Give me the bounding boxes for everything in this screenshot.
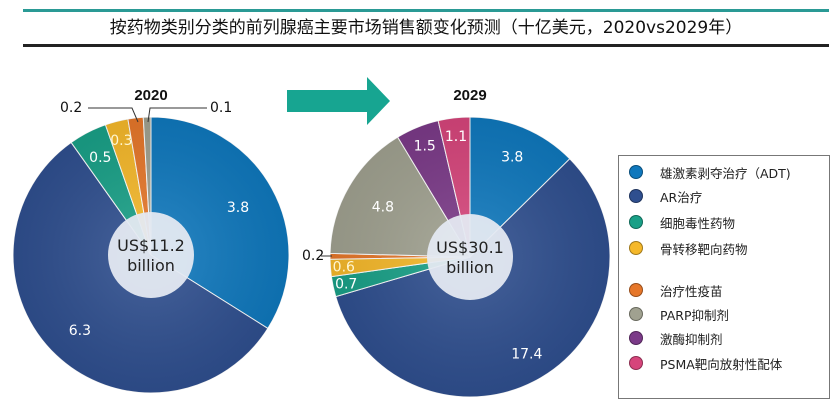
- center-label: billion: [446, 258, 494, 277]
- data-label: 0.5: [89, 150, 111, 166]
- data-label: 0.7: [335, 277, 357, 293]
- data-label: 4.8: [372, 199, 394, 215]
- center-label: billion: [127, 256, 175, 275]
- legend-swatch-icon: [629, 307, 643, 321]
- data-label: 6.3: [69, 323, 91, 339]
- legend-swatch-icon: [629, 165, 643, 179]
- legend-item: AR治疗: [629, 186, 702, 206]
- leader-line: [147, 107, 207, 123]
- data-label: 0.1: [210, 100, 232, 116]
- legend-item: PSMA靶向放射性配体: [629, 353, 782, 373]
- data-label: 0.2: [60, 100, 82, 116]
- center-circle: [427, 214, 513, 300]
- data-label: 1.5: [414, 139, 436, 155]
- legend-label: 雄激素剥夺治疗（ADT): [660, 165, 791, 181]
- center-circle: [108, 212, 194, 298]
- page-title: 按药物类别分类的前列腺癌主要市场销售额变化预测（十亿美元，2020vs2029年…: [109, 18, 743, 38]
- pie-title: 2029: [453, 87, 486, 104]
- title-bottom-rule: [23, 44, 829, 47]
- legend-label: 治疗性疫苗: [660, 283, 723, 299]
- legend-swatch-icon: [629, 356, 643, 370]
- data-label: 17.4: [511, 347, 542, 363]
- legend-label: PSMA靶向放射性配体: [660, 356, 783, 372]
- leader-line: [88, 107, 139, 123]
- legend-label: 激酶抑制剂: [660, 331, 723, 347]
- data-label: 0.3: [110, 133, 132, 149]
- pie-title: 2020: [134, 87, 167, 104]
- legend-swatch-icon: [629, 215, 643, 229]
- legend-item: 细胞毒性药物: [629, 212, 735, 232]
- legend: 雄激素剥夺治疗（ADT) AR治疗细胞毒性药物 骨转移靶向药物 治疗性疫苗 PARP抑制…: [618, 155, 830, 399]
- data-label: 0.6: [333, 260, 355, 276]
- legend-label: 骨转移靶向药物: [660, 241, 748, 257]
- legend-swatch-icon: [629, 283, 643, 297]
- legend-item: 骨转移靶向药物: [629, 238, 748, 258]
- center-label: US$30.1: [436, 238, 504, 257]
- legend-item: 雄激素剥夺治疗（ADT): [629, 162, 791, 182]
- data-label: 3.8: [501, 149, 523, 165]
- legend-swatch-icon: [629, 331, 643, 345]
- legend-label: PARP抑制剂: [660, 307, 730, 323]
- legend-swatch-icon: [629, 241, 643, 255]
- legend-item: 治疗性疫苗: [629, 280, 723, 300]
- center-label: US$11.2: [117, 236, 185, 255]
- legend-swatch-icon: [629, 189, 643, 203]
- legend-item: 激酶抑制剂: [629, 328, 723, 348]
- title-top-rule: [23, 9, 829, 12]
- data-label: 1.1: [445, 129, 467, 145]
- arrow-icon: [287, 77, 390, 125]
- data-label: 3.8: [227, 200, 249, 216]
- legend-item: PARP抑制剂: [629, 304, 729, 324]
- legend-label: 细胞毒性药物: [660, 215, 736, 231]
- legend-label: AR治疗: [660, 189, 703, 205]
- data-label: 0.2: [302, 248, 324, 264]
